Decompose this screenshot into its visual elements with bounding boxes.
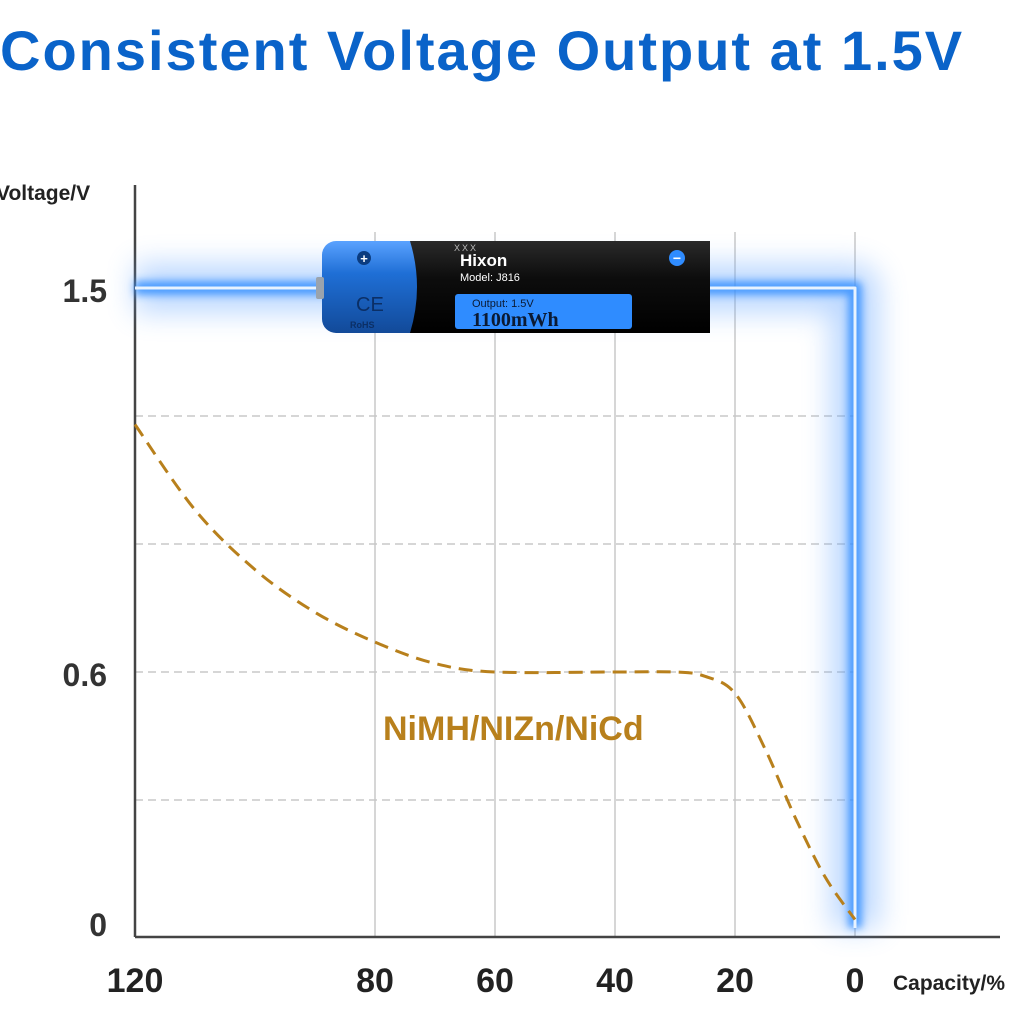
- battery-graphic: + CE RoHS XXX Hixon Model: J816 Output: …: [316, 241, 710, 333]
- plus-sign: +: [360, 251, 368, 266]
- y-tick-label: 1.5: [63, 273, 107, 309]
- x-tick-label: 80: [356, 962, 394, 1000]
- brand-small: XXX: [454, 243, 478, 253]
- ce-mark: CE: [356, 294, 384, 316]
- grid-lines: [135, 232, 856, 937]
- y-tick-label: 0: [89, 907, 107, 943]
- x-tick-label: 40: [596, 962, 634, 1000]
- x-tick-label: 60: [476, 962, 514, 1000]
- x-axis-label: Capacity/%: [893, 972, 1005, 995]
- x-tick-label: 0: [846, 962, 865, 1000]
- page-title: Consistent Voltage Output at 1.5V: [0, 19, 965, 82]
- series-line-nimh: [133, 423, 857, 921]
- output-text: Output: 1.5V: [472, 298, 534, 310]
- x-tick-label: 120: [107, 962, 164, 1000]
- minus-icon: [669, 250, 685, 266]
- series-label-nimh: NiMH/NIZn/NiCd: [383, 710, 644, 748]
- capacity-text: 1100mWh: [472, 309, 559, 331]
- plus-icon: [357, 251, 371, 265]
- y-axis-label: Voltage/V: [0, 182, 90, 205]
- battery-terminal: [316, 277, 324, 299]
- output-badge: [455, 294, 632, 329]
- brand-name: Hixon: [460, 251, 507, 270]
- minus-sign: −: [673, 250, 681, 266]
- model-text: Model: J816: [460, 272, 520, 284]
- rohs-mark: RoHS: [350, 320, 375, 330]
- y-tick-label: 0.6: [63, 657, 107, 693]
- x-tick-label: 20: [716, 962, 754, 1000]
